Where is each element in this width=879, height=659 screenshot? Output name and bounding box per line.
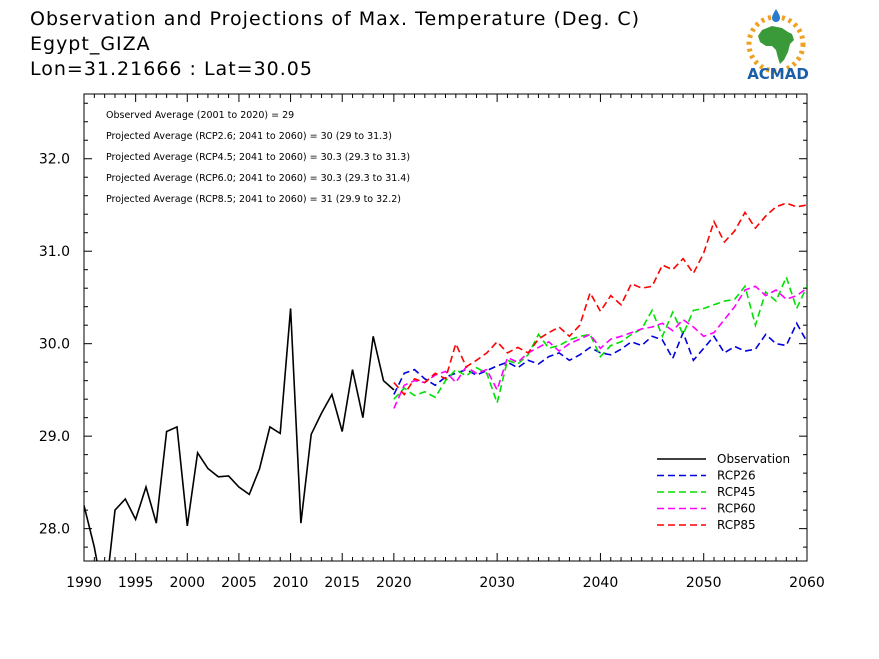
y-tick-label: 30.0 [39,337,70,353]
africa-map-icon [758,26,794,64]
series-layer [84,202,807,561]
legend-label: RCP85 [717,518,756,532]
x-tick-label: 2005 [221,575,257,591]
x-tick-label: 2020 [376,575,412,591]
x-tick-label: 2010 [273,575,309,591]
coordinates: Lon=31.21666 : Lat=30.05 [30,58,313,80]
legend-label: RCP60 [717,502,756,516]
stat-line: Projected Average (RCP4.5; 2041 to 2060)… [106,152,410,163]
legend-label: RCP26 [717,469,756,483]
stats-box: Observed Average (2001 to 2020) = 29 Proj… [106,110,410,205]
y-tick-label: 31.0 [39,244,70,260]
y-tick-label: 32.0 [39,152,70,168]
logo-text: ACMAD [747,65,809,83]
x-tick-label: 2060 [789,575,825,591]
series-line-observation [84,308,395,561]
chart-title: Observation and Projections of Max. Temp… [30,8,641,30]
series-line-rcp60 [393,285,807,409]
x-tick-label: 1990 [66,575,102,591]
y-tick-label: 29.0 [39,429,70,445]
x-tick-label: 2015 [324,575,360,591]
stat-line: Projected Average (RCP8.5; 2041 to 2060)… [106,194,401,205]
location-name: Egypt_GIZA [30,33,151,55]
x-tick-label: 2040 [583,575,619,591]
stat-line: Projected Average (RCP2.6; 2041 to 2060)… [106,131,392,142]
series-line-rcp85 [393,202,807,396]
x-tick-label: 2000 [169,575,205,591]
stat-line: Observed Average (2001 to 2020) = 29 [106,110,294,121]
series-line-rcp26 [393,321,807,395]
x-tick-label: 1995 [118,575,154,591]
water-drop-icon [772,9,780,22]
stat-line: Projected Average (RCP6.0; 2041 to 2060)… [106,173,410,184]
acmad-logo: ACMAD [738,8,818,84]
axis-layer: 28.0 29.0 30.0 31.0 32.0 1990 1995 2000 2005 2010… [39,94,825,591]
x-tick-label: 2030 [479,575,515,591]
legend-label: Observation [717,452,790,466]
series-line-rcp45 [393,274,807,406]
legend-label: RCP45 [717,485,756,499]
legend: Observation RCP26 RCP45 RCP60 RCP85 [657,452,790,532]
x-tick-label: 2050 [686,575,722,591]
y-tick-label: 28.0 [39,522,70,538]
